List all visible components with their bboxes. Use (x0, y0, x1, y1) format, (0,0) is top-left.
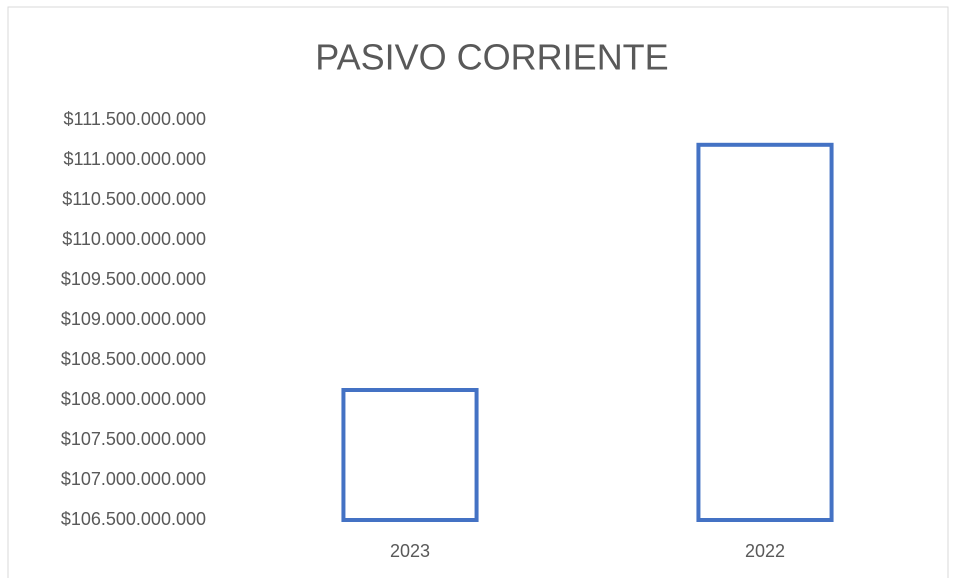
y-tick-label: $109.000.000.000 (61, 309, 206, 329)
y-tick-label: $110.500.000.000 (62, 189, 206, 209)
y-tick-label: $108.000.000.000 (61, 389, 206, 409)
y-tick-label: $108.500.000.000 (61, 349, 206, 369)
chart-title: PASIVO CORRIENTE (315, 37, 668, 78)
y-tick-label: $111.500.000.000 (64, 109, 206, 129)
y-tick-label: $107.500.000.000 (61, 429, 206, 449)
x-tick-label: 2023 (390, 541, 430, 561)
y-tick-label: $106.500.000.000 (61, 509, 206, 529)
x-tick-label: 2022 (745, 541, 785, 561)
y-tick-label: $110.000.000.000 (62, 229, 206, 249)
y-tick-label: $107.000.000.000 (61, 469, 206, 489)
y-tick-label: $111.000.000.000 (64, 149, 206, 169)
bar (696, 142, 834, 523)
bar (341, 388, 479, 522)
y-tick-label: $109.500.000.000 (61, 269, 206, 289)
